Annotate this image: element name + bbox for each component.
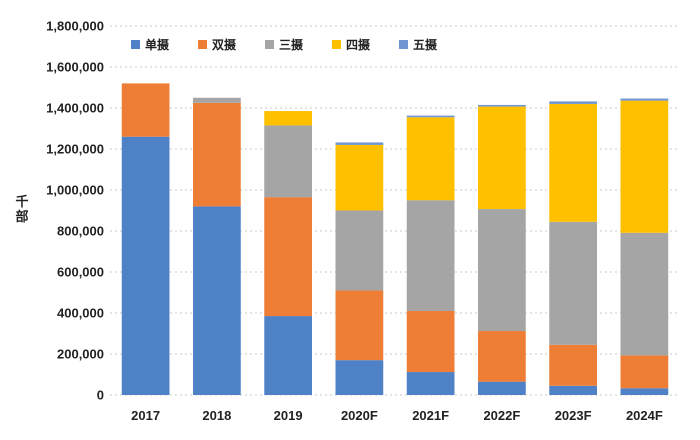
legend-label: 双摄	[212, 37, 237, 52]
y-axis-title: 千部	[15, 194, 28, 225]
bar-segment	[620, 355, 669, 389]
bar-segment	[549, 385, 597, 395]
legend-item: 五摄	[399, 37, 438, 52]
y-tick-label: 200,000	[57, 347, 104, 362]
y-tick-label: 1,000,000	[46, 183, 104, 198]
bar-segment	[406, 310, 455, 373]
legend-swatch	[198, 40, 207, 49]
bar-segment	[478, 104, 526, 107]
bar-segment	[335, 360, 384, 395]
y-tick-label: 0	[97, 388, 104, 403]
bar-segment	[121, 136, 170, 395]
bar-segment	[193, 206, 241, 395]
bar-segment	[193, 102, 241, 207]
bar-segment	[620, 98, 669, 101]
bar-segment	[406, 117, 455, 201]
bar-segment	[335, 290, 384, 361]
legend-label: 五摄	[413, 37, 438, 52]
legend-swatch	[399, 40, 408, 49]
bar-segment	[549, 101, 597, 104]
legend-label: 四摄	[346, 37, 371, 52]
bar-segment	[549, 344, 597, 386]
bar-segment	[549, 221, 597, 345]
bar-segment	[264, 316, 312, 395]
legend-item: 三摄	[265, 37, 304, 52]
x-tick-label: 2018	[202, 408, 231, 423]
y-tick-label: 1,800,000	[46, 19, 104, 34]
bar-segment	[193, 97, 241, 103]
bar-segment	[335, 210, 384, 291]
bar-segment	[406, 200, 455, 311]
legend-label: 单摄	[145, 37, 170, 52]
x-tick-label: 2023F	[555, 408, 592, 423]
legend-swatch	[332, 40, 341, 49]
bar-segment	[478, 106, 526, 210]
y-tick-labels: 0 200,000 400,000 600,000 800,000 1,000,000 1,…	[46, 19, 104, 403]
bar-segment	[620, 232, 669, 356]
legend-item: 双摄	[198, 37, 237, 52]
y-tick-label: 800,000	[57, 224, 104, 239]
legend-item: 四摄	[332, 37, 371, 52]
y-tick-label: 1,400,000	[46, 101, 104, 116]
legend-swatch	[265, 40, 274, 49]
bars-layer	[121, 83, 669, 395]
bar-segment	[335, 142, 384, 145]
bar-segment	[620, 100, 669, 233]
bar-segment	[264, 111, 312, 126]
legend-item: 单摄	[131, 37, 170, 52]
bar-segment	[335, 144, 384, 211]
legend: 单摄 双摄 三摄 四摄 五摄	[131, 37, 438, 52]
bar-segment	[406, 372, 455, 395]
legend-swatch	[131, 40, 140, 49]
bar-segment	[478, 209, 526, 332]
x-tick-label: 2022F	[483, 408, 520, 423]
x-tick-label: 2020F	[341, 408, 378, 423]
y-tick-label: 400,000	[57, 306, 104, 321]
x-tick-label: 2017	[131, 408, 160, 423]
bar-segment	[620, 388, 669, 395]
bar-segment	[406, 115, 455, 118]
x-tick-label: 2019	[274, 408, 303, 423]
y-tick-label: 1,200,000	[46, 142, 104, 157]
y-tick-label: 600,000	[57, 265, 104, 280]
bar-segment	[478, 381, 526, 395]
bar-segment	[121, 83, 170, 137]
bar-segment	[549, 103, 597, 222]
x-tick-label: 2021F	[412, 408, 449, 423]
y-tick-label: 1,600,000	[46, 60, 104, 75]
bar-segment	[478, 331, 526, 382]
bar-segment	[264, 125, 312, 198]
bar-segment	[264, 197, 312, 317]
x-tick-labels: 2017 2018 2019 2020F 2021F 2022F 2023F 2024F	[131, 408, 663, 423]
x-tick-label: 2024F	[626, 408, 663, 423]
legend-label: 三摄	[279, 37, 304, 52]
